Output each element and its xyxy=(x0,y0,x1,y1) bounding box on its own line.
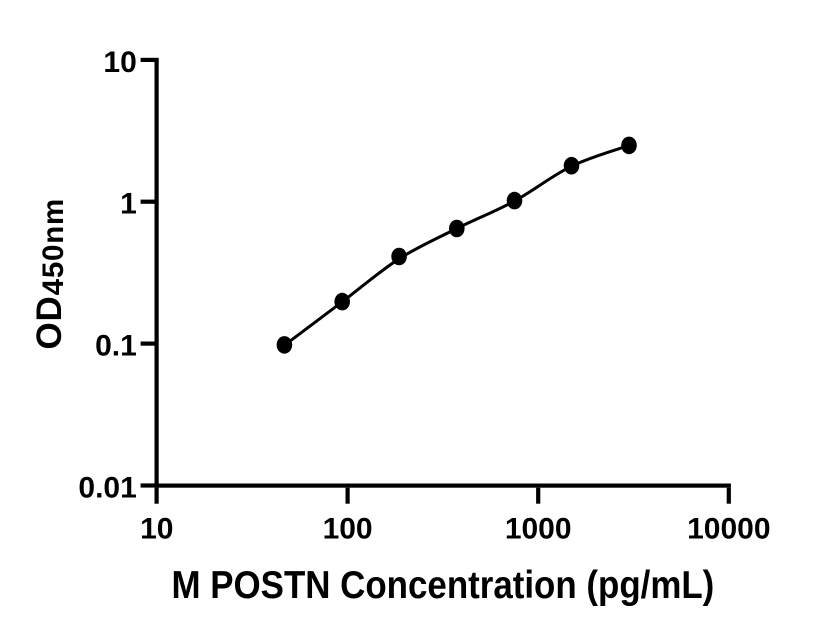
svg-text:1: 1 xyxy=(120,188,137,221)
svg-text:OD450nm: OD450nm xyxy=(30,198,70,350)
svg-text:10000: 10000 xyxy=(687,513,770,546)
svg-text:0.1: 0.1 xyxy=(95,330,137,363)
svg-text:M POSTN Concentration (pg/mL): M POSTN Concentration (pg/mL) xyxy=(171,563,714,606)
svg-text:1000: 1000 xyxy=(505,513,572,546)
svg-text:10: 10 xyxy=(103,46,136,79)
svg-text:10: 10 xyxy=(140,513,173,546)
svg-text:100: 100 xyxy=(323,513,373,546)
svg-text:0.01: 0.01 xyxy=(78,472,136,505)
